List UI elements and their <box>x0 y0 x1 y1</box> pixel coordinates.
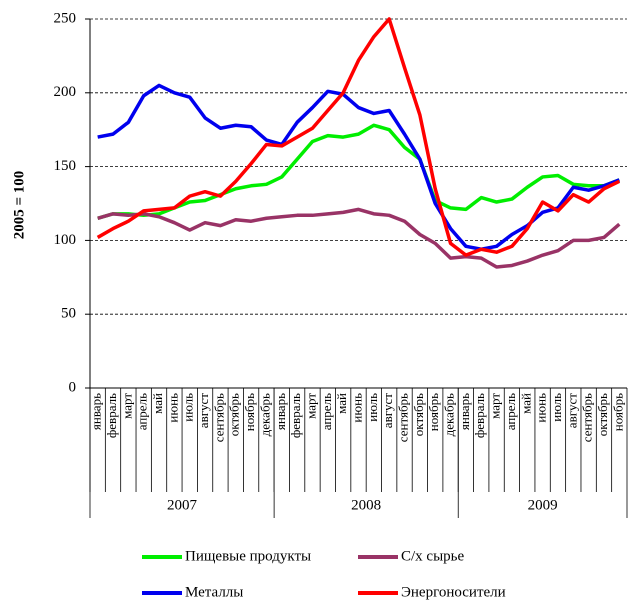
x-tick-label: август <box>380 393 395 429</box>
x-tick-label: июль <box>181 393 196 422</box>
x-tick-label: май <box>334 393 349 414</box>
x-tick-label: апрель <box>503 393 518 430</box>
x-tick-label: ноябрь <box>426 393 441 431</box>
x-tick-label: ноябрь <box>242 393 257 431</box>
x-tick-label: май <box>518 393 533 414</box>
x-tick-label: февраль <box>288 393 303 438</box>
x-tick-label: январь <box>273 393 288 430</box>
x-tick-label: сентябрь <box>580 393 595 442</box>
legend-label: Металлы <box>185 584 243 600</box>
y-tick-label: 150 <box>54 158 77 174</box>
x-tick-label: декабрь <box>442 393 457 436</box>
y-tick-label: 100 <box>54 232 77 248</box>
legend-label: Пищевые продукты <box>185 548 311 564</box>
x-tick-label: июль <box>365 393 380 422</box>
x-tick-label: март <box>488 393 503 419</box>
x-tick-label: август <box>564 393 579 429</box>
x-tick-label: январь <box>457 393 472 430</box>
year-label: 2009 <box>528 497 558 513</box>
year-label: 2007 <box>167 497 198 513</box>
x-tick-label: июль <box>549 393 564 422</box>
series-line <box>96 17 621 257</box>
series-line <box>97 123 620 220</box>
x-tick-label: январь <box>89 393 104 430</box>
y-tick-label: 0 <box>69 379 77 395</box>
x-tick-label: февраль <box>472 393 487 438</box>
legend-label: Энергоносители <box>401 584 506 600</box>
x-tick-label: апрель <box>135 393 150 430</box>
x-tick-label: октябрь <box>411 393 426 436</box>
x-tick-label: сентябрь <box>396 393 411 442</box>
y-tick-label: 200 <box>54 84 77 100</box>
x-tick-label: сентябрь <box>211 393 226 442</box>
x-tick-label: март <box>119 393 134 419</box>
x-tick-label: февраль <box>104 393 119 438</box>
y-tick-label: 250 <box>54 10 77 26</box>
series-line <box>97 207 621 269</box>
x-tick-label: май <box>150 393 165 414</box>
x-tick-label: апрель <box>319 393 334 430</box>
legend-label: С/х сырье <box>401 548 464 564</box>
x-tick-label: июнь <box>165 393 180 423</box>
x-tick-label: август <box>196 393 211 429</box>
year-label: 2008 <box>351 497 381 513</box>
x-tick-label: март <box>303 393 318 419</box>
x-tick-label: июнь <box>349 393 364 423</box>
x-tick-label: декабрь <box>257 393 272 436</box>
x-tick-label: октябрь <box>227 393 242 436</box>
y-tick-label: 50 <box>61 306 76 322</box>
x-tick-label: октябрь <box>595 393 610 436</box>
x-tick-label: ноябрь <box>610 393 625 431</box>
y-axis-title: 2005 = 100 <box>11 171 27 240</box>
x-tick-label: июнь <box>534 393 549 423</box>
